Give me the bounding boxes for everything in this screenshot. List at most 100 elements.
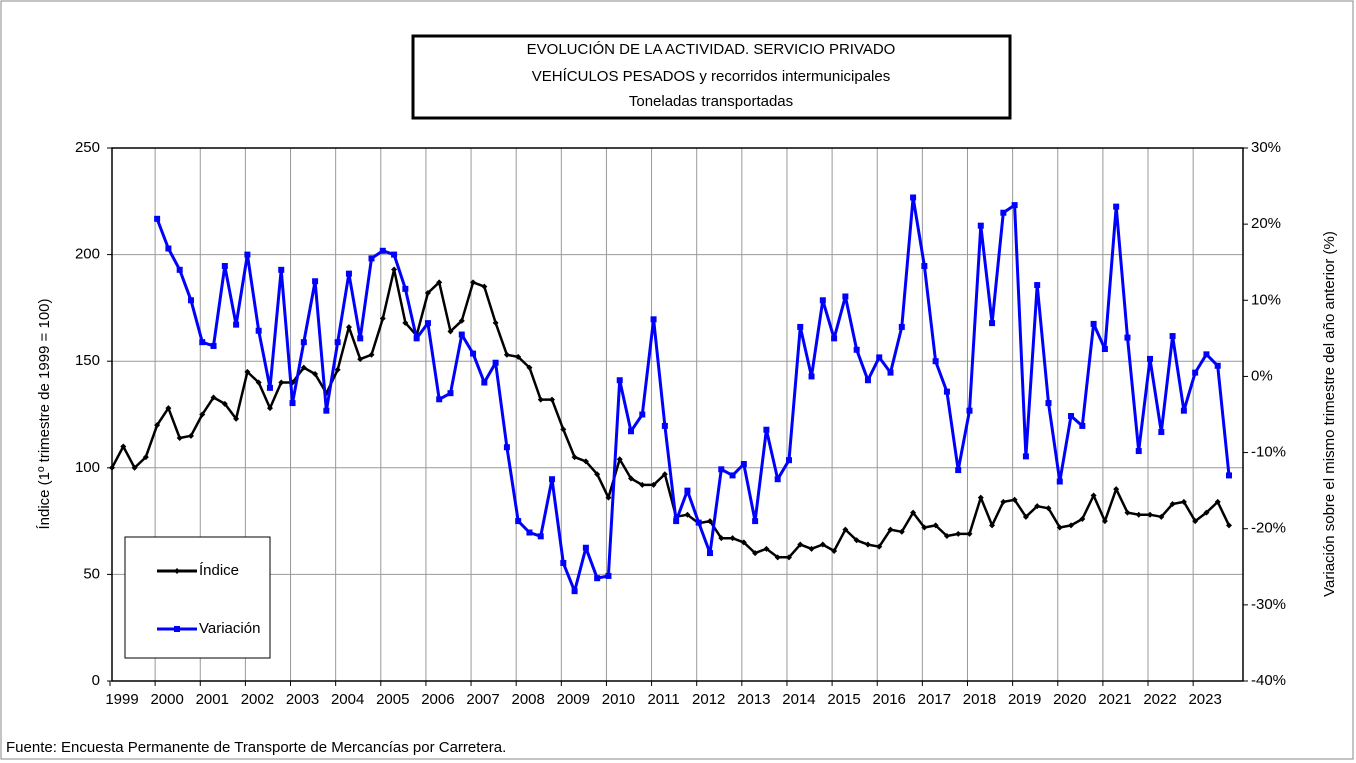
marker <box>266 405 273 412</box>
chart-title: Toneladas transportadas <box>629 93 793 110</box>
marker <box>142 454 149 461</box>
x-tick-label: 2007 <box>466 691 499 708</box>
marker <box>1203 509 1210 516</box>
marker <box>109 464 115 471</box>
marker <box>154 215 161 222</box>
marker <box>616 456 623 463</box>
marker <box>436 396 443 403</box>
marker <box>695 519 702 526</box>
marker <box>1034 282 1041 289</box>
marker <box>1034 503 1041 510</box>
marker <box>255 379 262 386</box>
marker <box>582 458 589 465</box>
marker <box>808 545 815 552</box>
marker <box>763 426 770 433</box>
marker <box>447 328 454 335</box>
marker <box>154 422 161 429</box>
marker <box>244 251 251 258</box>
marker <box>684 511 691 518</box>
x-tick-label: 2003 <box>286 691 319 708</box>
marker <box>424 289 431 296</box>
marker <box>1214 362 1221 369</box>
marker <box>740 539 747 546</box>
marker <box>752 550 759 557</box>
marker <box>379 315 386 322</box>
marker <box>345 270 352 277</box>
marker <box>943 533 950 540</box>
marker <box>797 541 804 548</box>
marker <box>628 475 635 482</box>
marker <box>1226 472 1232 479</box>
marker <box>1158 429 1165 436</box>
marker <box>673 518 680 525</box>
marker <box>187 432 194 439</box>
marker <box>515 353 522 360</box>
marker <box>864 377 871 384</box>
marker <box>402 319 409 326</box>
x-tick-label: 2015 <box>827 691 860 708</box>
marker <box>571 588 578 595</box>
marker <box>808 373 815 380</box>
marker <box>1022 513 1029 520</box>
y2-tick-label: -20% <box>1251 520 1286 537</box>
legend-label: Índice <box>199 562 239 579</box>
x-tick-label: 2020 <box>1053 691 1086 708</box>
legend-box <box>124 536 271 659</box>
marker <box>876 354 883 361</box>
marker <box>379 247 386 254</box>
marker <box>515 518 522 525</box>
marker <box>357 335 364 342</box>
x-tick-label: 2010 <box>602 691 635 708</box>
x-tick-label: 2022 <box>1143 691 1176 708</box>
y-tick-label: 200 <box>75 246 100 263</box>
marker <box>989 320 996 327</box>
marker <box>503 444 510 451</box>
marker <box>1147 355 1154 362</box>
y2-tick-label: -40% <box>1251 672 1286 689</box>
series-line <box>155 196 1231 593</box>
marker <box>842 526 849 533</box>
marker <box>921 524 928 531</box>
x-tick-label: 2005 <box>376 691 409 708</box>
marker <box>740 460 747 467</box>
marker <box>199 411 206 418</box>
x-tick-label: 2000 <box>150 691 183 708</box>
marker <box>785 457 792 464</box>
plot-border <box>111 147 1244 682</box>
x-tick-label: 1999 <box>105 691 138 708</box>
marker <box>571 454 578 461</box>
marker <box>391 251 398 258</box>
marker <box>1000 498 1007 505</box>
marker <box>481 379 488 386</box>
marker <box>661 471 668 478</box>
y-tick-label: 100 <box>75 459 100 476</box>
marker <box>1180 407 1187 414</box>
x-tick-label: 2002 <box>241 691 274 708</box>
marker <box>594 575 601 582</box>
marker <box>255 327 262 334</box>
y2-tick-label: 20% <box>1251 215 1281 232</box>
marker <box>447 390 454 397</box>
marker <box>752 518 759 525</box>
marker <box>278 379 285 386</box>
marker <box>549 396 556 403</box>
marker <box>187 297 194 304</box>
x-tick-label: 2016 <box>873 691 906 708</box>
marker <box>1147 511 1154 518</box>
marker <box>210 394 217 401</box>
marker <box>605 572 612 579</box>
marker <box>1203 351 1210 358</box>
chart-title: EVOLUCIÓN DE LA ACTIVIDAD. SERVICIO PRIV… <box>527 41 896 58</box>
marker <box>628 428 635 435</box>
marker <box>853 346 860 353</box>
marker <box>503 351 510 358</box>
y2-tick-label: 0% <box>1251 367 1273 384</box>
marker <box>1124 334 1131 341</box>
y2-tick-label: 30% <box>1251 139 1281 156</box>
marker <box>1056 524 1063 531</box>
marker <box>289 400 296 407</box>
x-tick-label: 2006 <box>421 691 454 708</box>
marker <box>334 366 341 373</box>
marker <box>853 537 860 544</box>
y-axis-label: Índice (1º trimestre de 1999 = 100) <box>36 298 53 529</box>
